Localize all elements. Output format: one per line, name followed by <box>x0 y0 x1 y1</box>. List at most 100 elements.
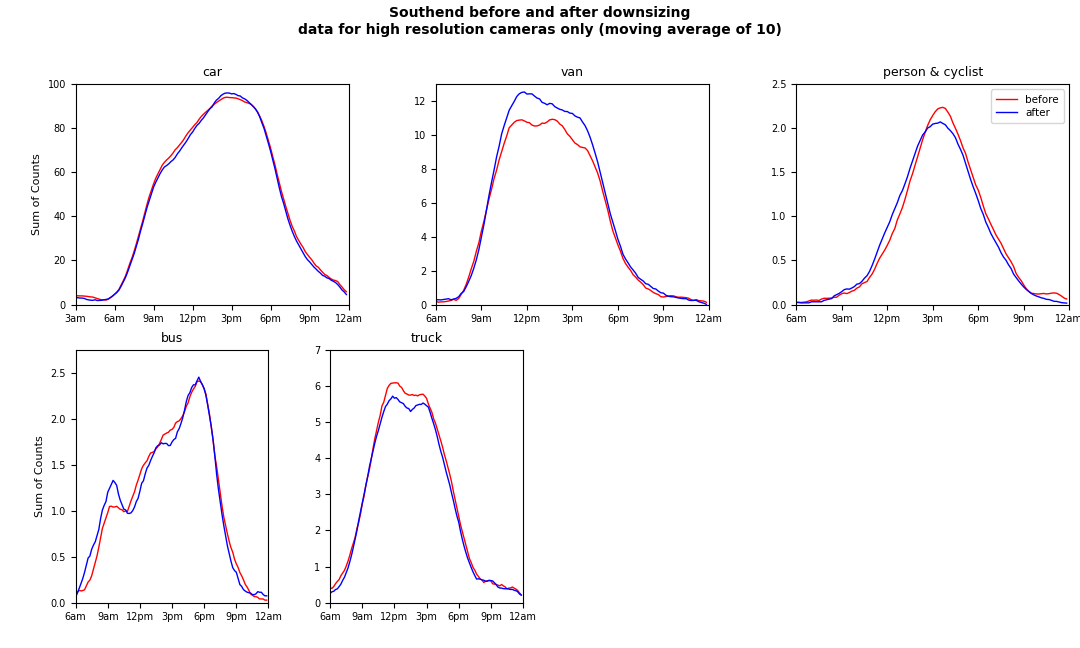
before <box>515 591 528 599</box>
before <box>187 385 200 393</box>
before <box>443 470 456 478</box>
Title: car: car <box>202 66 222 79</box>
after <box>934 118 947 126</box>
after <box>515 591 528 599</box>
before <box>936 104 949 111</box>
Line: before: before <box>345 119 706 304</box>
before <box>727 300 740 308</box>
after <box>42 596 55 604</box>
before <box>216 502 229 510</box>
after <box>76 294 89 302</box>
Title: van: van <box>561 66 584 79</box>
after <box>220 89 233 97</box>
after <box>83 552 96 560</box>
after <box>216 511 229 518</box>
after <box>254 113 267 121</box>
Y-axis label: Sum of Counts: Sum of Counts <box>35 435 45 517</box>
before <box>23 596 36 603</box>
after <box>278 595 291 603</box>
Line: after: after <box>345 92 706 305</box>
after <box>23 588 36 596</box>
after <box>467 568 480 576</box>
before <box>724 299 737 307</box>
after <box>52 294 65 302</box>
before <box>639 284 652 292</box>
after <box>470 575 483 583</box>
after <box>4 597 17 605</box>
Line: before: before <box>11 381 267 600</box>
after <box>212 485 225 493</box>
before <box>634 278 647 286</box>
after <box>699 300 712 308</box>
before <box>30 297 43 305</box>
before <box>340 288 353 295</box>
before <box>297 592 310 600</box>
before <box>338 566 351 574</box>
Text: Southend before and after downsizing
data for high resolution cameras only (movi: Southend before and after downsizing dat… <box>298 6 782 37</box>
Title: person & cyclist: person & cyclist <box>882 66 983 79</box>
before <box>220 93 233 101</box>
after <box>449 294 462 302</box>
before <box>286 222 299 230</box>
before <box>282 209 295 217</box>
before <box>961 158 974 166</box>
after <box>443 481 456 489</box>
before <box>754 298 767 306</box>
after <box>810 298 823 306</box>
after <box>518 88 531 96</box>
before <box>125 254 138 262</box>
Line: before: before <box>266 383 522 602</box>
before <box>254 112 267 120</box>
after <box>340 291 353 299</box>
after <box>997 253 1010 261</box>
after <box>125 257 138 264</box>
before <box>212 476 225 484</box>
Line: after: after <box>266 396 522 600</box>
after <box>1061 299 1074 307</box>
after <box>392 296 405 304</box>
before <box>338 299 351 307</box>
after <box>282 215 295 223</box>
before <box>467 564 480 572</box>
before <box>83 576 96 584</box>
after <box>30 298 43 306</box>
before <box>545 115 558 123</box>
before <box>76 292 89 300</box>
after <box>752 298 765 306</box>
before <box>700 298 713 306</box>
after <box>991 243 1004 251</box>
before <box>453 295 465 303</box>
after <box>700 301 713 308</box>
before <box>999 250 1012 258</box>
before <box>260 596 273 604</box>
before <box>995 239 1008 247</box>
before <box>699 299 712 307</box>
after <box>187 381 200 389</box>
Line: before: before <box>705 108 1067 304</box>
before <box>394 297 407 305</box>
after <box>297 592 310 600</box>
Title: truck: truck <box>410 332 443 345</box>
before <box>259 598 272 606</box>
before <box>353 300 366 308</box>
Legend: before, after: before, after <box>990 89 1064 123</box>
before <box>52 293 65 301</box>
after <box>632 273 645 281</box>
after <box>724 295 737 303</box>
Line: after: after <box>705 122 1067 304</box>
before <box>812 297 825 305</box>
after <box>637 277 650 285</box>
before <box>4 596 17 604</box>
after <box>598 189 611 197</box>
Line: after: after <box>37 93 347 302</box>
Y-axis label: Sum of Counts: Sum of Counts <box>32 154 42 235</box>
Line: before: before <box>37 97 347 301</box>
before <box>278 593 291 601</box>
before <box>470 570 483 578</box>
before <box>192 377 205 385</box>
after <box>260 592 273 599</box>
after <box>959 159 972 167</box>
after <box>192 373 205 381</box>
Title: bus: bus <box>161 332 184 345</box>
after <box>259 596 272 604</box>
